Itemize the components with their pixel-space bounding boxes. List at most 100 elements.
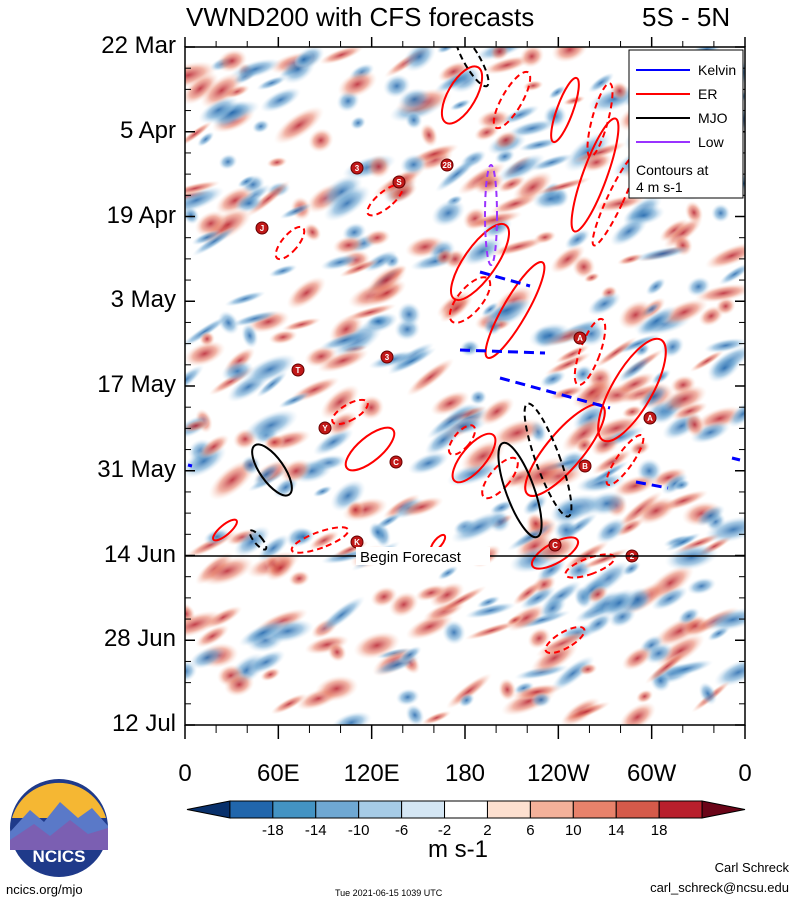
- anomaly-patch: [579, 548, 630, 570]
- storm-label: K: [354, 538, 360, 547]
- anomaly-patch: [421, 710, 452, 725]
- begin-forecast-label: Begin Forecast: [360, 549, 462, 566]
- anomaly-patch: [610, 216, 648, 247]
- anomaly-patch: [185, 120, 213, 147]
- storm-symbol: K: [350, 535, 364, 549]
- anomaly-patch: [718, 263, 745, 286]
- anomaly-patch: [532, 188, 569, 210]
- anomaly-patch: [489, 47, 510, 61]
- begin-forecast-label-bg: [356, 547, 490, 565]
- anomaly-patch: [407, 451, 450, 475]
- anomaly-patch: [540, 370, 566, 388]
- storm-label: 3: [355, 164, 360, 173]
- anomaly-patch: [397, 302, 422, 327]
- anomaly-patch: [550, 244, 586, 274]
- anomaly-patch: [660, 298, 709, 326]
- y-tick-label: 19 Apr: [106, 201, 176, 229]
- author-email[interactable]: carl_schreck@ncsu.edu: [650, 880, 789, 895]
- anomaly-patch: [363, 229, 391, 247]
- anomaly-patch: [665, 532, 701, 552]
- contour-mjo: [248, 529, 268, 551]
- anomaly-patch: [185, 610, 223, 639]
- anomaly-patch: [314, 675, 359, 702]
- anomaly-patch: [240, 455, 261, 475]
- anomaly-patch: [252, 462, 281, 487]
- anomaly-patch: [185, 419, 210, 433]
- anomaly-patch: [185, 186, 225, 215]
- anomaly-patch: [200, 556, 254, 586]
- anomaly-patch: [399, 496, 444, 518]
- contour-kelvin: [731, 456, 741, 462]
- anomaly-patch: [635, 496, 677, 525]
- anomaly-patch: [561, 415, 606, 452]
- contour-er: [290, 526, 350, 554]
- contour-kelvin: [499, 376, 611, 410]
- contour-er: [597, 337, 667, 443]
- anomaly-patch: [243, 409, 299, 442]
- colorbar-swatch: [529, 800, 574, 819]
- anomaly-patch: [483, 55, 531, 75]
- anomaly-patch: [317, 596, 366, 634]
- anomaly-patch: [690, 420, 731, 444]
- x-tick-label: 60W: [626, 760, 677, 787]
- anomaly-patch: [234, 193, 264, 213]
- colorbar-swatch: [186, 800, 231, 819]
- anomaly-patch: [434, 585, 487, 616]
- anomaly-patch: [320, 174, 363, 209]
- anomaly-patch: [291, 527, 315, 546]
- anomaly-patch: [308, 128, 334, 153]
- y-tick-label: 31 May: [97, 455, 176, 483]
- forecast-line: Begin Forecast: [185, 547, 745, 566]
- anomaly-patch: [437, 565, 459, 581]
- legend-note-line2: 4 m s-1: [636, 179, 683, 195]
- colorbar-swatch: [486, 800, 531, 819]
- anomaly-patch: [303, 222, 322, 242]
- anomaly-patch: [662, 384, 708, 413]
- contour-er: [481, 456, 519, 500]
- anomaly-patch: [584, 612, 613, 635]
- anomaly-patch: [677, 607, 700, 625]
- y-tick-label: 3 May: [110, 286, 176, 314]
- anomaly-patch: [704, 516, 745, 543]
- anomaly-patch: [461, 236, 503, 266]
- anomaly-patch: [644, 649, 690, 684]
- anomaly-patch: [198, 434, 230, 459]
- anomaly-patch: [587, 585, 609, 604]
- storm-label: A: [577, 334, 583, 343]
- chart-title: VWND200 with CFS forecasts: [186, 2, 535, 32]
- anomaly-patch: [446, 673, 492, 709]
- anomaly-patch: [263, 434, 286, 450]
- anomaly-patch: [233, 525, 271, 558]
- anomaly-patch: [636, 305, 677, 337]
- anomaly-patch: [464, 602, 517, 619]
- anomaly-patch: [243, 353, 297, 385]
- anomaly-patch: [633, 245, 691, 262]
- anomaly-patch: [464, 621, 519, 640]
- site-link[interactable]: ncics.org/mjo: [6, 882, 83, 897]
- anomaly-patch: [430, 390, 470, 416]
- anomaly-patch: [507, 119, 557, 138]
- anomaly-patch: [308, 530, 340, 550]
- anomaly-patch: [686, 276, 711, 297]
- anomaly-patch: [192, 226, 237, 257]
- storm-symbols: J3S28T3YCKAABC2: [255, 158, 657, 563]
- anomaly-patch: [319, 47, 364, 65]
- anomaly-patch: [406, 358, 455, 397]
- anomaly-patch: [651, 586, 689, 611]
- storm-symbol: 28: [440, 158, 454, 172]
- colorbar-tick-label: -18: [262, 822, 284, 839]
- anomaly-patch: [496, 153, 546, 183]
- y-tick-label: 17 May: [97, 371, 176, 398]
- anomaly-patch: [469, 389, 487, 406]
- anomaly-patch: [270, 693, 308, 715]
- contour-er: [451, 432, 497, 484]
- anomaly-patch: [273, 106, 325, 145]
- storm-label: C: [393, 458, 399, 467]
- anomaly-patch: [695, 504, 726, 527]
- anomaly-patch: [323, 185, 371, 222]
- colorbar-tick-label: 6: [526, 822, 535, 839]
- storm-label: B: [582, 462, 588, 471]
- y-tick-label: 14 Jun: [103, 540, 176, 568]
- colorbar: [186, 800, 746, 819]
